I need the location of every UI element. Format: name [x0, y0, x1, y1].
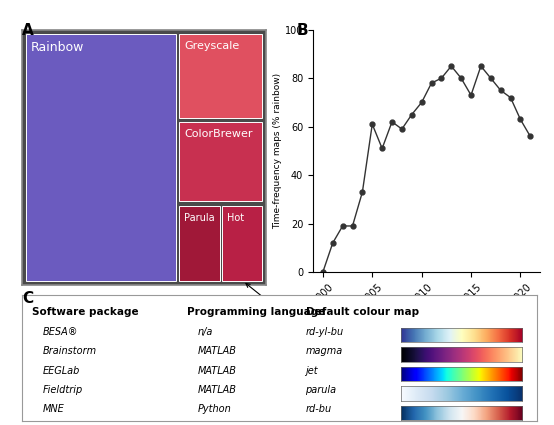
Y-axis label: Time-frequency maps (% rainbow): Time-frequency maps (% rainbow)	[273, 73, 282, 229]
Text: jet: jet	[306, 366, 318, 376]
Text: EEGLab: EEGLab	[43, 366, 80, 376]
Text: BESA®: BESA®	[43, 327, 78, 337]
X-axis label: Year: Year	[415, 312, 438, 322]
Text: Other: Other	[246, 283, 309, 328]
Text: Programming language: Programming language	[187, 307, 325, 317]
Text: Software package: Software package	[33, 307, 139, 317]
Text: Greyscale: Greyscale	[184, 41, 239, 51]
Text: magma: magma	[306, 346, 343, 356]
Text: n/a: n/a	[197, 327, 213, 337]
Text: MATLAB: MATLAB	[197, 346, 237, 356]
Bar	[222, 206, 262, 281]
Text: C: C	[22, 291, 33, 306]
Text: Hot: Hot	[227, 213, 244, 224]
Text: A: A	[22, 23, 34, 38]
Text: Fieldtrip: Fieldtrip	[43, 385, 83, 395]
Text: Rainbow: Rainbow	[30, 41, 84, 54]
Text: MATLAB: MATLAB	[197, 366, 237, 376]
Bar	[179, 34, 262, 118]
Text: Parula: Parula	[184, 213, 215, 224]
Text: MATLAB: MATLAB	[197, 385, 237, 395]
Text: Brainstorm: Brainstorm	[43, 346, 97, 356]
Text: Python: Python	[197, 405, 231, 414]
Text: MNE: MNE	[43, 405, 64, 414]
Text: rd-bu: rd-bu	[306, 405, 332, 414]
Bar	[179, 122, 262, 201]
Text: rd-yl-bu: rd-yl-bu	[306, 327, 343, 337]
Text: ColorBrewer: ColorBrewer	[184, 129, 253, 139]
Text: B: B	[296, 23, 308, 38]
Text: Default colour map: Default colour map	[306, 307, 419, 317]
Bar	[179, 206, 219, 281]
Bar	[26, 34, 176, 281]
Text: parula: parula	[306, 385, 337, 395]
